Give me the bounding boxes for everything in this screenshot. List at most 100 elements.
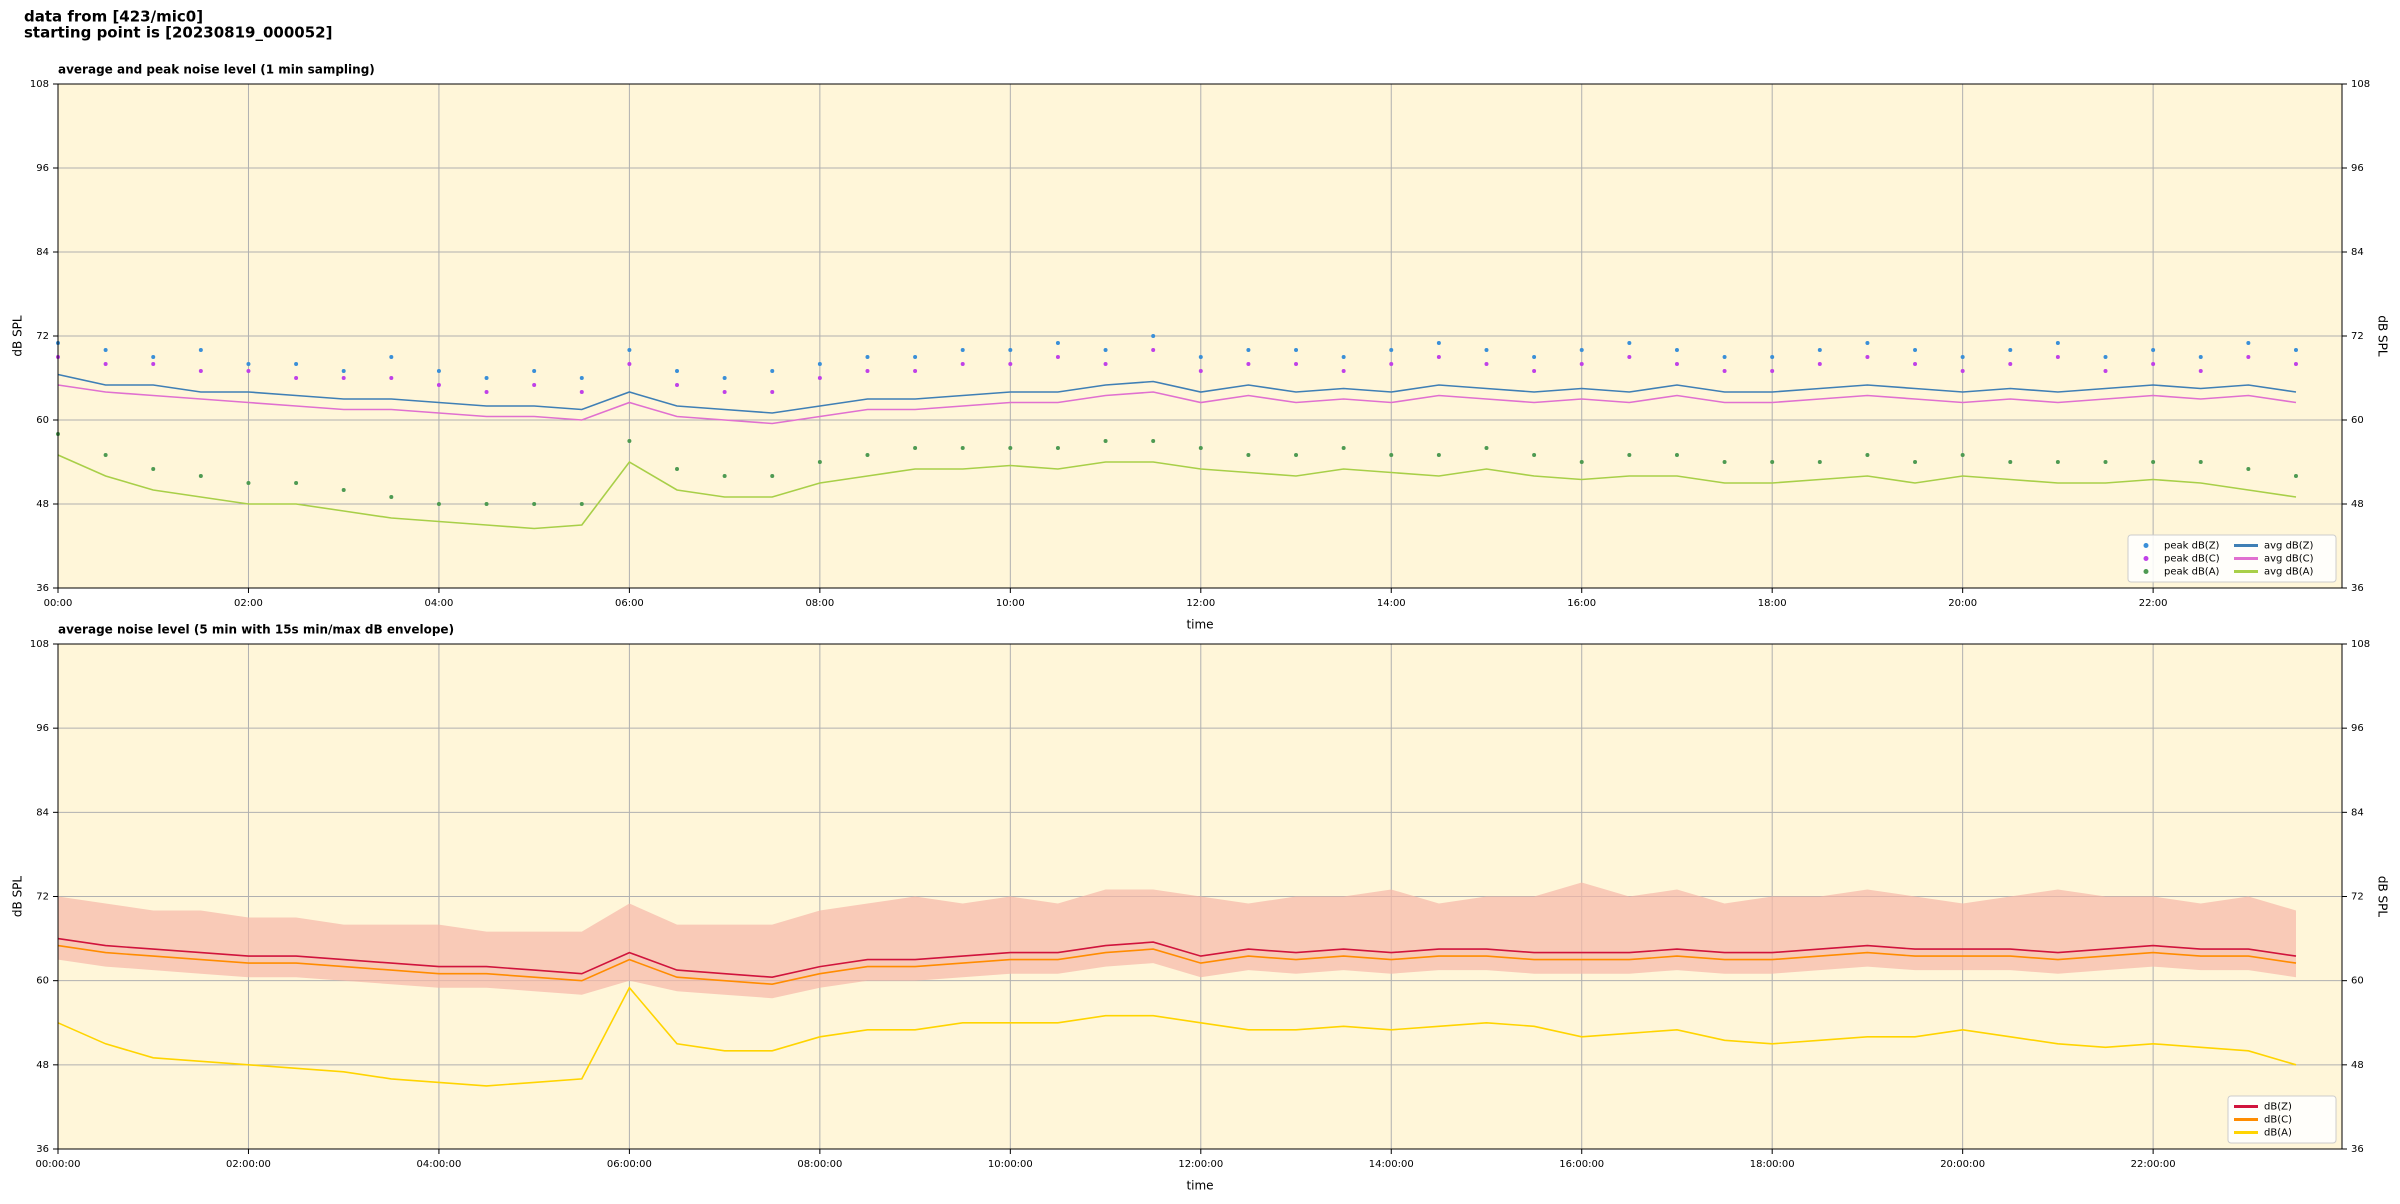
data-point [1103,362,1108,366]
data-point [246,481,251,485]
legend-label: peak dB(C) [2164,554,2220,565]
chart-title: average noise level (5 min with 15s min/… [58,623,454,637]
y-tick-label: 72 [36,331,49,342]
data-point [1294,362,1299,366]
y-tick-label: 48 [2351,499,2364,510]
data-point [246,369,251,373]
y-tick-label: 60 [36,976,49,987]
y-tick-label: 108 [30,79,49,90]
data-point [2103,355,2108,359]
data-point [2293,474,2298,478]
data-point [2055,355,2060,359]
data-line [57,384,2297,425]
data-point [913,369,918,373]
x-tick-label: 16:00:00 [1559,1159,1604,1170]
data-point [436,369,441,373]
y-tick-label: 60 [2351,415,2364,426]
data-point [2055,460,2060,464]
data-point [1627,453,1632,457]
data-point [1960,453,1965,457]
data-point [913,355,918,359]
y-tick-label: 72 [2351,331,2364,342]
data-point [1484,362,1489,366]
data-point [627,362,632,366]
data-point [1055,446,1060,450]
legend-label: dB(C) [2264,1115,2292,1126]
y-axis-label: dB SPL [2376,315,2390,357]
data-point [341,376,346,380]
figure-title: data from [423/mic0] [24,8,203,26]
data-point [1246,362,1251,366]
data-point [484,390,489,394]
data-point [1436,355,1441,359]
data-point [2103,460,2108,464]
x-tick-label: 04:00:00 [416,1159,461,1170]
x-tick-label: 06:00 [615,598,644,609]
data-point [198,348,203,352]
legend-label: peak dB(Z) [2164,541,2220,552]
data-point [1770,355,1775,359]
data-point [151,362,156,366]
data-point [1817,460,1822,464]
data-point [579,502,584,506]
y-tick-label: 36 [2351,583,2364,594]
data-point [1103,439,1108,443]
data-point [1674,348,1679,352]
x-tick-label: 10:00:00 [988,1159,1033,1170]
legend-label: peak dB(A) [2164,567,2220,578]
data-line [57,937,2297,979]
legend-label: avg dB(C) [2264,554,2314,565]
x-tick-label: 02:00:00 [226,1159,271,1170]
data-point [627,348,632,352]
legend-box [2127,534,2337,583]
data-point [151,467,156,471]
x-tick-label: 12:00 [1186,598,1215,609]
x-tick-label: 22:00:00 [2131,1159,2176,1170]
data-point [1722,355,1727,359]
y-tick-label: 48 [2351,1060,2364,1071]
y-tick-label: 84 [2351,807,2364,818]
legend-label: avg dB(A) [2264,567,2314,578]
y-tick-label: 84 [2351,247,2364,258]
data-point [2008,362,2013,366]
data-point [436,502,441,506]
data-point [198,369,203,373]
plot-frame [57,643,2343,1150]
data-point [722,390,727,394]
x-tick-label: 12:00:00 [1178,1159,1223,1170]
data-point [2293,348,2298,352]
y-axis-label: dB SPL [11,876,25,918]
x-tick-label: 00:00 [44,598,73,609]
data-point [103,362,108,366]
data-point [1008,348,1013,352]
data-point [722,474,727,478]
data-point [2246,355,2251,359]
data-point [1055,355,1060,359]
data-point [2198,460,2203,464]
data-point [770,369,775,373]
x-tick-label: 06:00:00 [607,1159,652,1170]
data-point [1055,341,1060,345]
data-point [2151,362,2156,366]
legend-marker [2143,569,2149,574]
data-point [1484,446,1489,450]
data-point [2103,369,2108,373]
data-point [1484,348,1489,352]
data-point [1913,460,1918,464]
data-point [532,502,537,506]
x-tick-label: 14:00 [1377,598,1406,609]
data-point [294,362,299,366]
data-point [2151,348,2156,352]
data-point [1436,341,1441,345]
data-point [1246,348,1251,352]
x-axis-label: time [1186,1179,1213,1193]
data-point [2151,460,2156,464]
data-point [1674,362,1679,366]
data-point [770,390,775,394]
data-point [1674,453,1679,457]
data-point [722,376,727,380]
y-tick-label: 96 [36,163,49,174]
data-point [770,474,775,478]
